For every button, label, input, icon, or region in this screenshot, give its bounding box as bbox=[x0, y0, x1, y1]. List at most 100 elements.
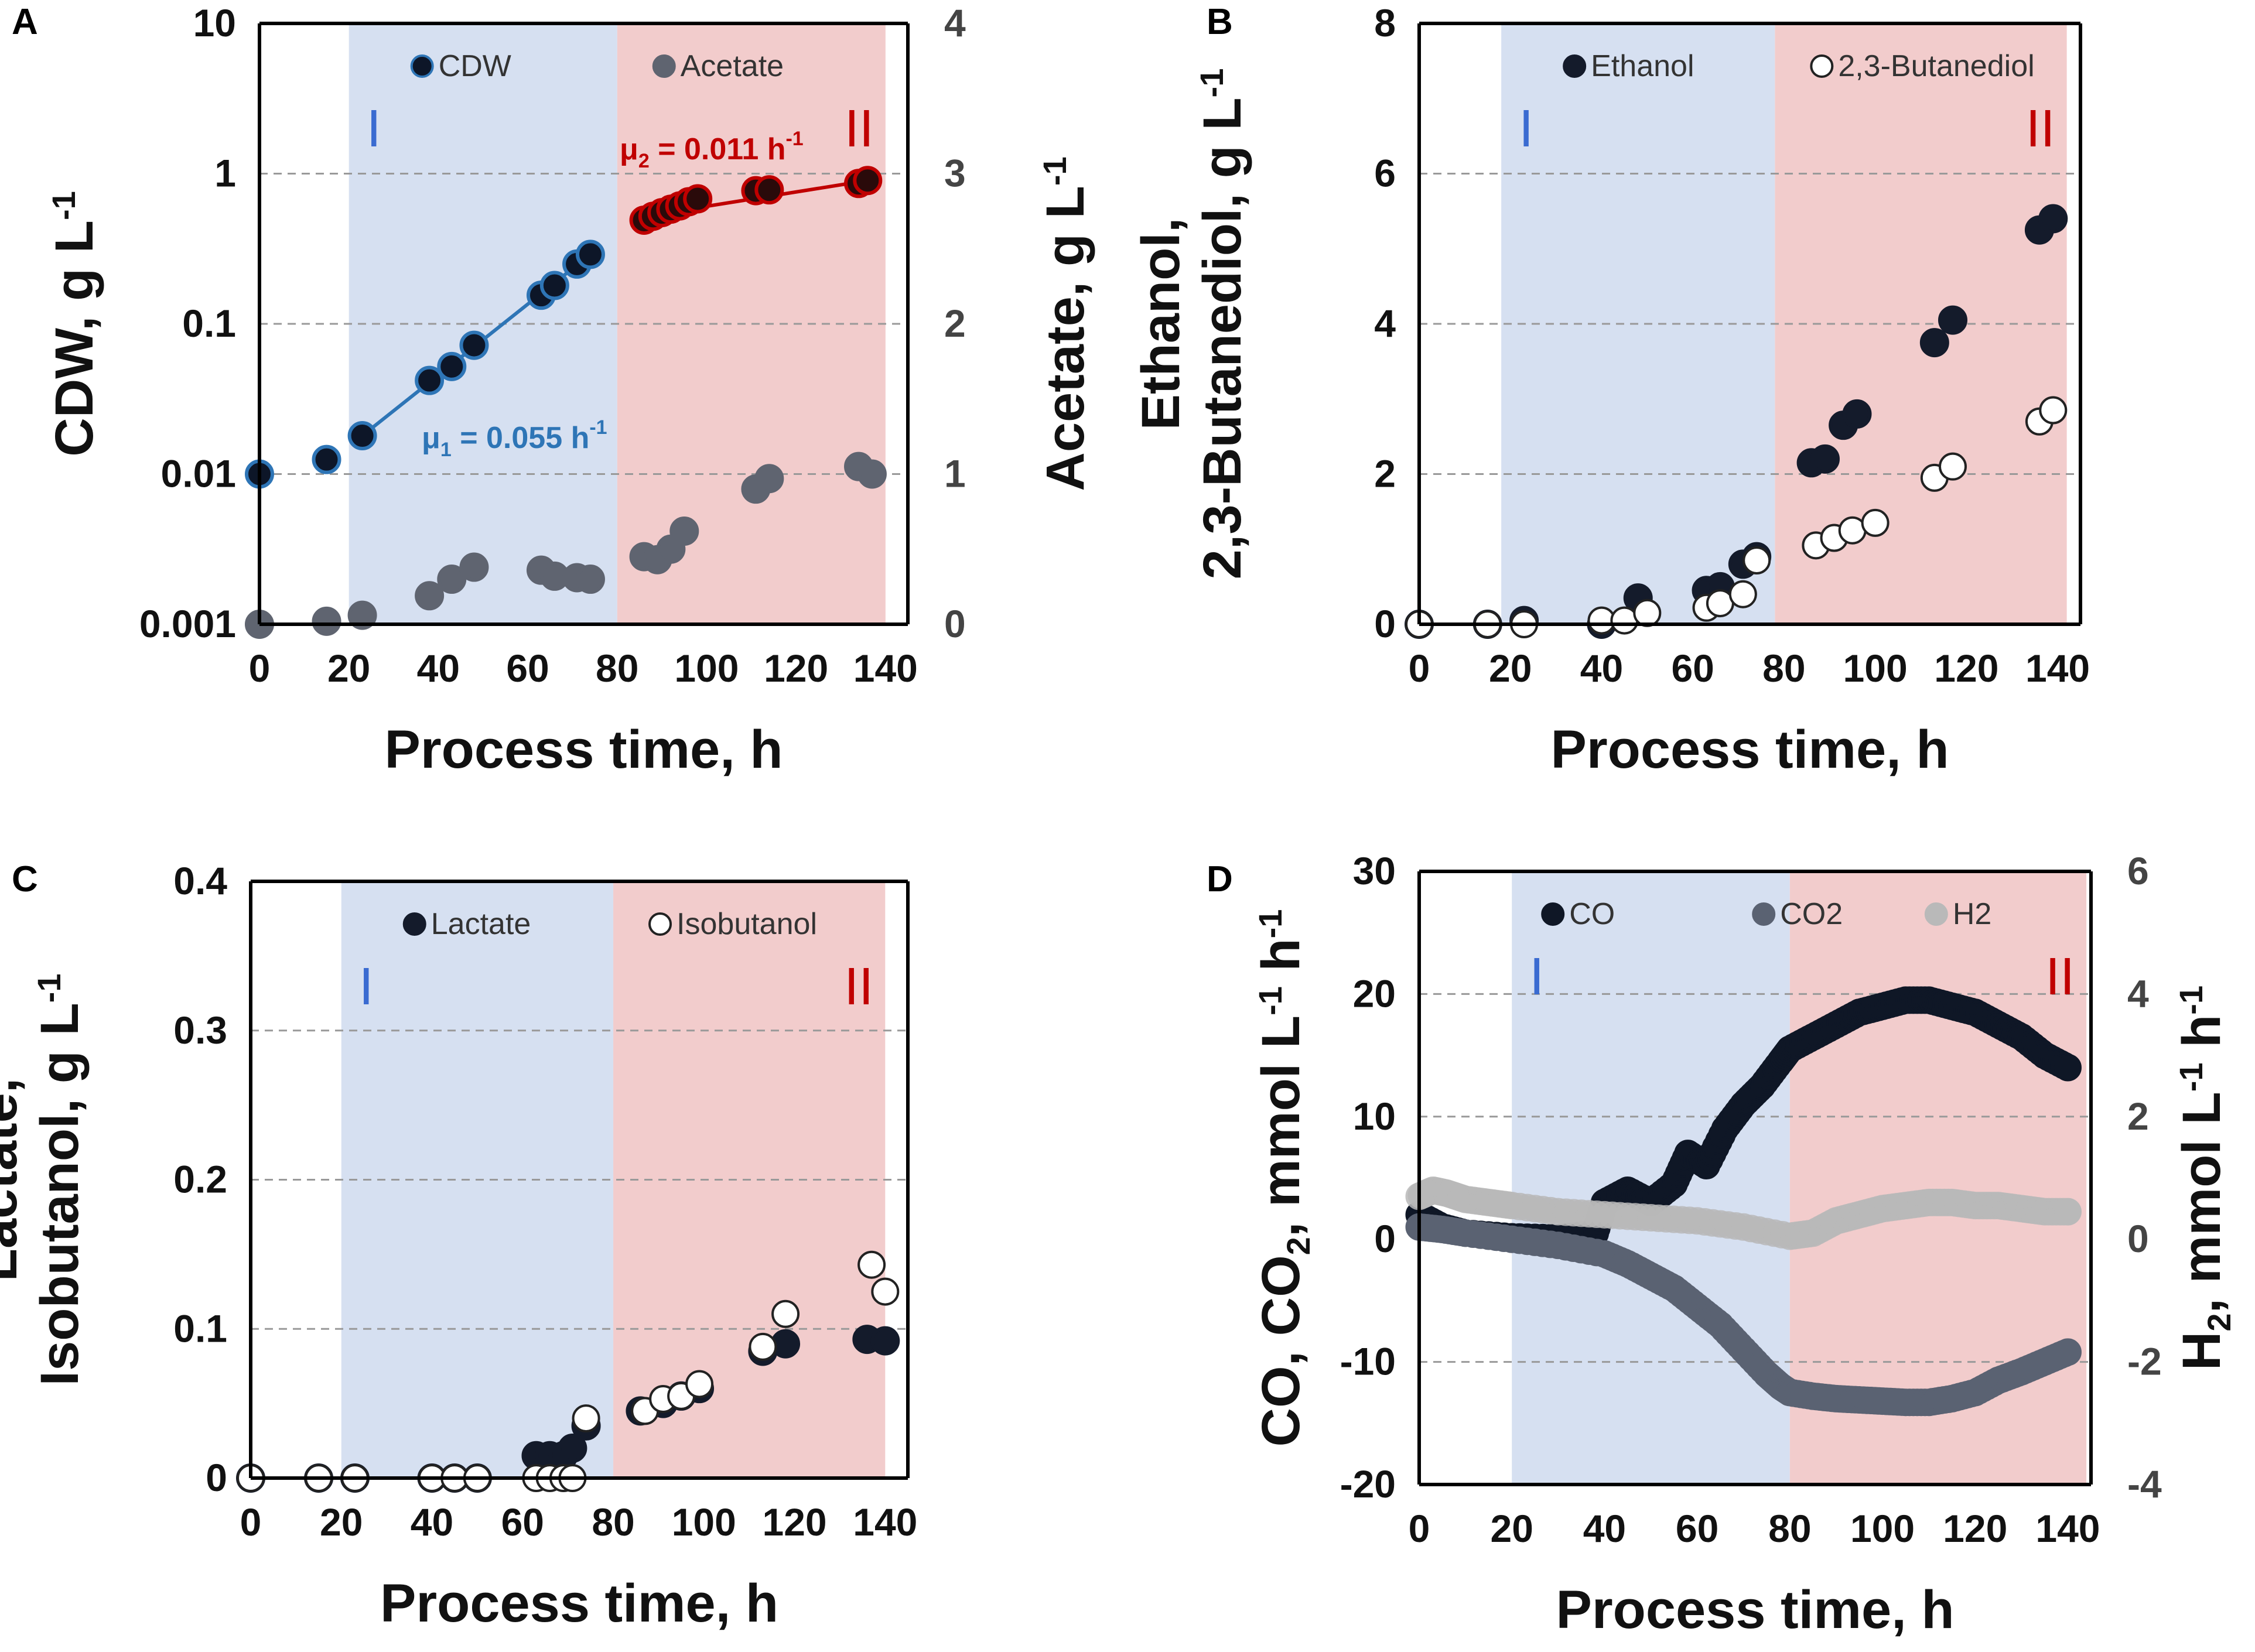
data-point bbox=[312, 606, 341, 636]
y-left-tick-label: 10 bbox=[193, 1, 236, 45]
y-tick-label: 0 bbox=[1374, 602, 1396, 645]
data-point bbox=[1728, 580, 1757, 608]
x-tick-label: 120 bbox=[762, 1500, 826, 1544]
x-tick-label: 100 bbox=[672, 1500, 736, 1544]
data-point bbox=[1938, 452, 1967, 481]
y-tick-label: 0.1 bbox=[173, 1306, 227, 1350]
data-point bbox=[1938, 305, 1967, 335]
y-right-axis-title: Acetate, g L-1 bbox=[1036, 156, 1095, 491]
mu2-text: = 0.011 h bbox=[650, 132, 786, 166]
x-tick-label: 0 bbox=[1409, 1507, 1430, 1550]
x-tick-label: 20 bbox=[1490, 1507, 1533, 1550]
y-left-tick-label: 0.001 bbox=[139, 602, 236, 645]
y-right-title-h: h bbox=[2172, 1015, 2232, 1063]
data-point bbox=[437, 351, 467, 381]
y-title-line2-text: Isobutanol, g L bbox=[30, 1003, 90, 1386]
y-left-title-sub: 2 bbox=[1280, 1237, 1317, 1255]
y-left-tick-label: 0.1 bbox=[182, 302, 236, 345]
panel-label: A bbox=[12, 2, 38, 42]
y-tick-label: 4 bbox=[1374, 302, 1396, 345]
data-point bbox=[857, 459, 887, 489]
y-right-title-sup2: -1 bbox=[2172, 986, 2209, 1015]
data-point bbox=[459, 330, 489, 360]
x-tick-label: 100 bbox=[1843, 647, 1908, 690]
y-title-line1-text: Lactate, bbox=[0, 1078, 28, 1282]
y-right-tick-label: 0 bbox=[2127, 1217, 2149, 1260]
legend-label: Lactate bbox=[431, 907, 531, 941]
y-axis-title-line1: Ethanol, bbox=[1131, 218, 1191, 430]
panel-b: 0 20 40 60 80 100 120 140 Process time, h 0 2 4 6 8 B I… bbox=[1131, 1, 2090, 779]
x-tick-label: 80 bbox=[1768, 1507, 1811, 1550]
y-right-tick-label: 6 bbox=[2127, 849, 2149, 892]
data-point bbox=[1742, 546, 1771, 574]
series-h2 bbox=[1405, 1176, 2082, 1250]
series-acetate bbox=[245, 452, 887, 639]
y-tick-label: 2 bbox=[1374, 452, 1396, 495]
x-tick-label: 40 bbox=[1583, 1507, 1626, 1550]
x-tick-label: 20 bbox=[327, 647, 370, 690]
x-axis-title: Process time, h bbox=[1556, 1580, 1954, 1640]
phase-1-label: I bbox=[359, 957, 374, 1016]
y-title-sup: -1 bbox=[1193, 69, 1230, 98]
mu2-symbol: μ bbox=[620, 132, 638, 166]
data-point bbox=[572, 1404, 600, 1433]
y-left-tick-label: -10 bbox=[1340, 1340, 1396, 1383]
data-point bbox=[1861, 508, 1890, 537]
data-point bbox=[415, 365, 445, 395]
legend-label: Isobutanol bbox=[676, 907, 817, 941]
data-point bbox=[2054, 1338, 2082, 1366]
legend-marker bbox=[1563, 54, 1587, 78]
y-right-title-tail: , mmol L bbox=[2172, 1092, 2232, 1313]
x-tick-label: 140 bbox=[853, 647, 918, 690]
data-point bbox=[1633, 598, 1662, 627]
series-co2 bbox=[1405, 1213, 2082, 1417]
y-left-axis-title: CDW, g L-1 bbox=[45, 191, 104, 457]
y-axis-title-line2: 2,3-Butanediol, g L-1 bbox=[1193, 69, 1252, 580]
phase-2-label: II bbox=[2045, 948, 2075, 1006]
mu2-annotation: μ2 = 0.011 h-1 bbox=[620, 128, 804, 172]
y-left-tick-label: 30 bbox=[1353, 849, 1396, 892]
phase-2-band bbox=[1775, 23, 2067, 624]
x-tick-label: 20 bbox=[1489, 647, 1532, 690]
phase-2-label: II bbox=[845, 100, 874, 158]
y-left-title-text: CO, CO bbox=[1251, 1255, 1311, 1446]
y-right-tick-label: 2 bbox=[2127, 1095, 2149, 1138]
x-tick-label: 80 bbox=[596, 647, 638, 690]
data-point bbox=[1919, 328, 1949, 358]
legend-label: CO2 bbox=[1780, 897, 1843, 931]
y-right-tick-label: 3 bbox=[944, 152, 966, 195]
phase-2-label: II bbox=[844, 957, 873, 1016]
x-tick-label: 60 bbox=[506, 647, 549, 690]
data-point bbox=[669, 516, 699, 546]
y-left-tick-label: 20 bbox=[1353, 972, 1396, 1015]
x-tick-label: 80 bbox=[1762, 647, 1805, 690]
x-tick-label: 120 bbox=[764, 647, 828, 690]
y-right-title-sub: 2 bbox=[2201, 1314, 2237, 1332]
data-point bbox=[871, 1277, 900, 1306]
y-right-title-text: Acetate, g L bbox=[1036, 186, 1095, 491]
y-left-title-text: CDW, g L bbox=[45, 220, 104, 457]
y-right-tick-label: 2 bbox=[944, 302, 966, 345]
y-tick-label: 0.2 bbox=[173, 1158, 227, 1201]
data-point bbox=[857, 1250, 886, 1279]
data-point bbox=[347, 600, 377, 630]
mu2-sub: 2 bbox=[638, 150, 650, 172]
y-right-title-sup1: -1 bbox=[2172, 1062, 2209, 1092]
y-title-sup: -1 bbox=[30, 974, 67, 1003]
legend-marker bbox=[1541, 902, 1565, 926]
data-point bbox=[2054, 1054, 2082, 1082]
phase-1-label: I bbox=[1519, 100, 1533, 158]
x-axis-title: Process time, h bbox=[380, 1574, 778, 1633]
mu1-symbol: μ bbox=[422, 421, 440, 455]
legend-label: Acetate bbox=[681, 49, 784, 83]
y-left-title-sup2: -1 bbox=[1252, 909, 1289, 939]
y-right-tick-label: 4 bbox=[944, 1, 966, 45]
y-right-title-sup: -1 bbox=[1036, 156, 1073, 186]
data-point bbox=[853, 166, 883, 196]
y-axis-title-line2: Isobutanol, g L-1 bbox=[30, 974, 90, 1386]
y-tick-label: 0.4 bbox=[173, 859, 227, 902]
x-tick-label: 0 bbox=[249, 647, 271, 690]
y-left-title-h: h bbox=[1251, 938, 1311, 986]
legend-label: 2,3-Butanediol bbox=[1838, 49, 2034, 83]
y-left-tick-label: 1 bbox=[214, 152, 236, 195]
